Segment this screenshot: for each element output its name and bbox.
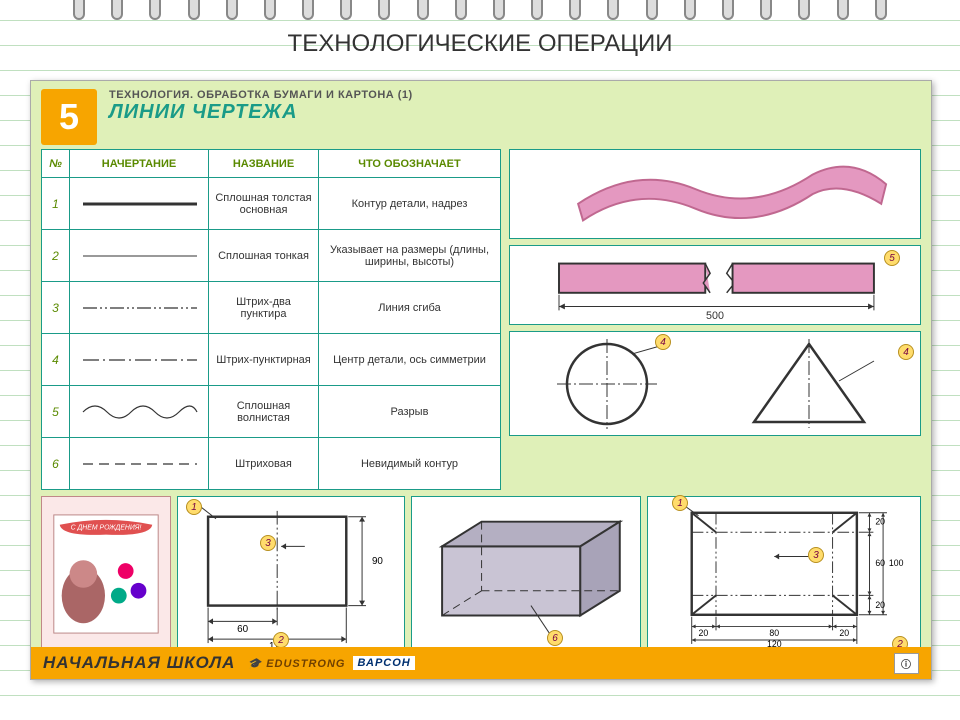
- table-row: 5Сплошная волнистаяРазрыв: [42, 386, 501, 438]
- svg-text:60: 60: [237, 624, 248, 635]
- svg-text:80: 80: [769, 628, 779, 638]
- svg-text:20: 20: [839, 628, 849, 638]
- footer-text: НАЧАЛЬНАЯ ШКОЛА: [43, 653, 235, 673]
- circle-triangle-diagram: 4 4: [509, 331, 921, 436]
- table-row: 2Сплошная тонкаяУказывает на размеры (дл…: [42, 230, 501, 282]
- poster-header: 5 ТЕХНОЛОГИЯ. ОБРАБОТКА БУМАГИ И КАРТОНА…: [31, 81, 931, 149]
- unfold-drawing: 20 80 20 120 20 60 20 100: [647, 496, 921, 651]
- ribbon-diagram: [509, 149, 921, 239]
- table-row: 3Штрих-два пунктираЛиния сгиба: [42, 282, 501, 334]
- spiral-binding: [0, 0, 960, 22]
- svg-text:90: 90: [372, 556, 383, 567]
- svg-text:20: 20: [875, 516, 885, 526]
- svg-text:С ДНЕМ РОЖДЕНИЯ!: С ДНЕМ РОЖДЕНИЯ!: [71, 525, 142, 532]
- callout-circle: 4: [655, 334, 671, 350]
- table-row: 4Штрих-пунктирнаяЦентр детали, ось симме…: [42, 334, 501, 386]
- page-title: ТЕХНОЛОГИЧЕСКИЕ ОПЕРАЦИИ: [0, 30, 960, 58]
- callout-d3: 3: [260, 535, 276, 551]
- th-desc: ЧТО ОБОЗНАЧАЕТ: [319, 150, 501, 178]
- footer: НАЧАЛЬНАЯ ШКОЛА 🎓 EDUSTRONG ВАРСОН ⓘ: [31, 647, 931, 679]
- svg-text:20: 20: [875, 600, 885, 610]
- th-num: №: [42, 150, 70, 178]
- svg-text:100: 100: [889, 558, 904, 568]
- th-name: НАЗВАНИЕ: [209, 150, 319, 178]
- lines-table: № НАЧЕРТАНИЕ НАЗВАНИЕ ЧТО ОБОЗНАЧАЕТ 1Сп…: [41, 149, 501, 490]
- poster-supertitle: ТЕХНОЛОГИЯ. ОБРАБОТКА БУМАГИ И КАРТОНА (…: [109, 89, 413, 101]
- callout-u3: 3: [808, 547, 824, 563]
- svg-text:60: 60: [875, 558, 885, 568]
- svg-text:20: 20: [699, 628, 709, 638]
- poster: 5 ТЕХНОЛОГИЯ. ОБРАБОТКА БУМАГИ И КАРТОНА…: [30, 80, 932, 680]
- dim-500: 500: [706, 310, 724, 322]
- callout-triangle: 4: [898, 344, 914, 360]
- callout-d2: 2: [273, 632, 289, 648]
- poster-title: ЛИНИИ ЧЕРТЕЖА: [109, 101, 413, 124]
- callout-u1: 1: [672, 495, 688, 511]
- callout-d1: 1: [186, 499, 202, 515]
- poster-number: 5: [41, 89, 97, 145]
- callout-5: 5: [884, 250, 900, 266]
- technical-drawing: 60 120 90 1 2 3: [177, 496, 405, 651]
- rect-break-diagram: 500 5: [509, 245, 921, 325]
- table-row: 6ШтриховаяНевидимый контур: [42, 438, 501, 490]
- callout-6: 6: [547, 630, 563, 646]
- greeting-card: С ДНЕМ РОЖДЕНИЯ!: [41, 496, 171, 651]
- table-row: 1Сплошная толстая основнаяКонтур детали,…: [42, 178, 501, 230]
- th-drawing: НАЧЕРТАНИЕ: [70, 150, 209, 178]
- footer-logo-icon: ⓘ: [894, 653, 919, 674]
- box-3d: 6: [411, 496, 641, 651]
